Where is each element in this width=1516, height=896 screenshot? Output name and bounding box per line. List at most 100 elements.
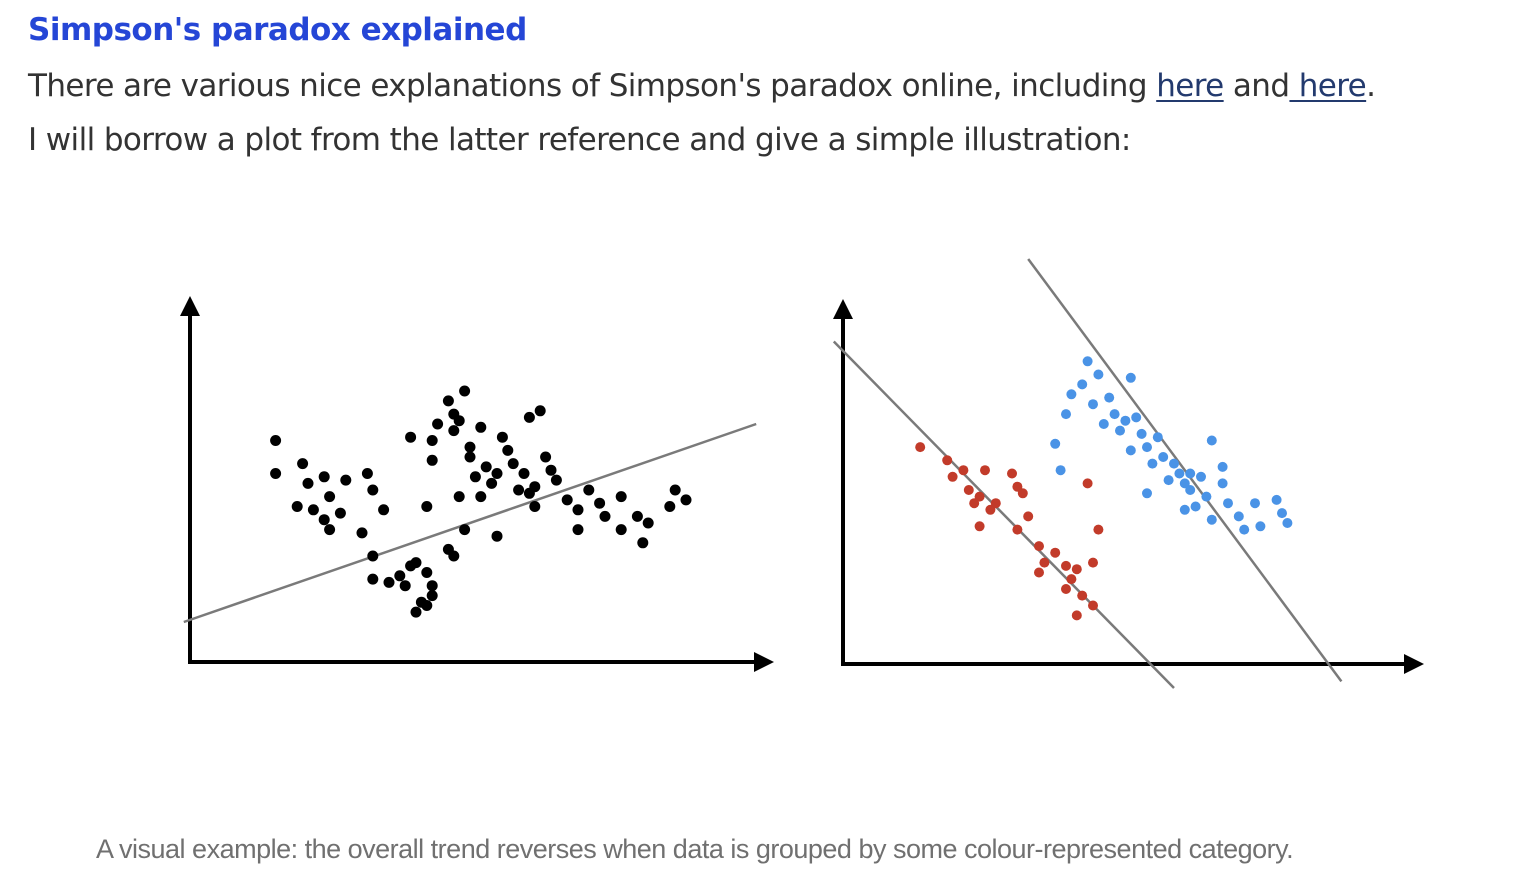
data-point: [1142, 488, 1152, 499]
data-point: [958, 465, 969, 476]
reference-link-2[interactable]: here: [1289, 68, 1367, 104]
data-point: [1255, 521, 1266, 532]
data-point: [324, 491, 336, 503]
intro-paragraph-line-2: I will borrow a plot from the latter ref…: [28, 122, 1131, 158]
data-point: [1217, 461, 1228, 472]
data-point: [399, 580, 411, 592]
data-point: [442, 543, 454, 555]
data-point: [302, 477, 314, 489]
data-point: [669, 484, 681, 496]
data-point: [915, 442, 926, 453]
data-point: [1206, 435, 1217, 446]
data-point: [480, 461, 492, 473]
data-point: [529, 481, 541, 493]
data-point: [942, 455, 953, 466]
data-point: [572, 504, 584, 516]
data-point: [1250, 498, 1260, 509]
data-point: [1088, 600, 1098, 611]
data-point: [356, 527, 368, 539]
data-point: [1158, 452, 1169, 462]
data-point: [1131, 412, 1142, 423]
data-point: [1136, 428, 1147, 439]
intro-paragraph-line-1: There are various nice explanations of S…: [28, 68, 1376, 104]
data-point: [637, 537, 649, 549]
data-point: [985, 504, 996, 515]
intro-text: There are various nice explanations of S…: [28, 68, 1157, 104]
data-point: [664, 501, 676, 512]
data-point: [448, 408, 460, 420]
data-point: [1061, 584, 1071, 594]
data-point: [1152, 432, 1163, 443]
section-heading: Simpson's paradox explained: [28, 12, 527, 48]
data-point: [1282, 518, 1293, 528]
data-point: [453, 491, 465, 503]
data-point: [980, 465, 990, 476]
data-point: [540, 451, 552, 463]
data-point: [1093, 524, 1104, 535]
data-point: [1277, 508, 1287, 519]
data-point: [1023, 511, 1034, 522]
data-point: [1066, 574, 1077, 585]
data-point: [307, 504, 319, 516]
data-point: [1223, 498, 1233, 509]
data-point: [426, 435, 438, 446]
reference-link-1[interactable]: here: [1156, 68, 1224, 104]
data-point: [1017, 488, 1028, 499]
data-point: [291, 501, 303, 512]
data-point: [1088, 557, 1098, 568]
data-point: [1082, 478, 1093, 489]
data-point: [1077, 590, 1088, 601]
data-point: [421, 600, 433, 611]
data-point: [1007, 468, 1017, 479]
data-point: [963, 485, 974, 495]
data-point: [475, 491, 487, 503]
data-point: [1169, 458, 1179, 469]
data-point: [405, 431, 417, 443]
data-point: [442, 395, 454, 407]
data-point: [496, 431, 508, 443]
data-point: [615, 524, 627, 536]
data-point: [318, 514, 330, 526]
data-point: [1104, 392, 1115, 403]
data-point: [426, 580, 438, 592]
data-point: [378, 504, 390, 516]
data-point: [599, 510, 611, 522]
data-point: [1142, 442, 1152, 453]
data-point: [459, 524, 471, 536]
data-point: [1050, 547, 1061, 558]
data-point: [297, 458, 309, 470]
data-point: [340, 474, 352, 486]
data-point: [1088, 399, 1098, 410]
data-point: [518, 468, 530, 479]
data-point: [1120, 415, 1131, 426]
data-point: [361, 468, 373, 479]
data-point: [1125, 372, 1136, 383]
data-point: [1185, 468, 1196, 479]
data-point: [545, 464, 557, 476]
trend-line: [832, 340, 1175, 689]
data-point: [334, 507, 346, 519]
data-point: [421, 501, 433, 512]
figure-caption: A visual example: the overall trend reve…: [96, 834, 1294, 864]
data-point: [1196, 471, 1206, 482]
data-point: [432, 418, 444, 430]
data-point: [947, 471, 958, 482]
data-point: [572, 524, 584, 536]
data-point: [1271, 494, 1282, 505]
trend-line: [183, 422, 757, 624]
data-point: [550, 474, 562, 486]
data-point: [1055, 465, 1066, 476]
data-point: [1147, 458, 1158, 469]
overall-trend-scatter-chart: [180, 296, 774, 672]
data-point: [383, 576, 395, 588]
data-point: [367, 550, 379, 562]
data-point: [464, 441, 476, 453]
data-point: [410, 557, 422, 569]
intro-connector-text: and: [1223, 68, 1290, 104]
data-point: [469, 471, 481, 483]
data-point: [1115, 425, 1125, 436]
data-point: [270, 435, 282, 446]
data-point: [642, 517, 654, 529]
data-point: [448, 425, 460, 437]
